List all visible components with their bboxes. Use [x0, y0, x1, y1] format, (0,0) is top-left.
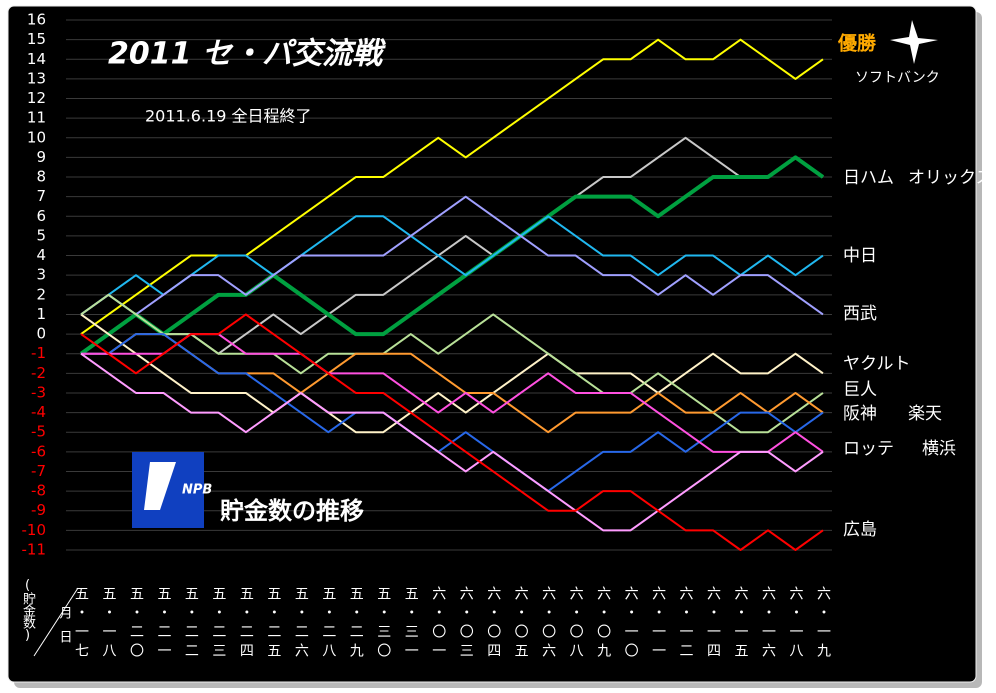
series-label: 楽天 — [908, 404, 942, 424]
x-tick-label: 五・三〇 — [375, 586, 392, 662]
series-line — [80, 352, 824, 532]
x-tick-label: 六・一二 — [677, 586, 694, 662]
x-tick-label: 六・〇六 — [540, 586, 557, 662]
series-label: 中日 — [843, 246, 877, 266]
series-label: ヤクルト — [843, 354, 911, 374]
series-label: 日ハム — [843, 168, 894, 188]
axis-slash — [33, 587, 79, 657]
y-tick-label: 5 — [36, 226, 46, 244]
x-tick-label: 六・一六 — [760, 586, 776, 662]
y-tick-label: -1 — [31, 344, 46, 362]
x-axis-label-top: 月 — [59, 607, 72, 622]
y-tick-label: 9 — [36, 148, 46, 166]
y-tick-label: 15 — [27, 30, 46, 48]
y-tick-label: -7 — [31, 462, 46, 480]
y-tick-label: 10 — [27, 128, 46, 146]
logo-mark — [144, 462, 176, 510]
y-tick-label: -8 — [31, 482, 46, 500]
series-label: 横浜 — [922, 439, 956, 459]
x-tick-label: 五・一七 — [73, 586, 89, 662]
series-line — [80, 293, 824, 434]
series-line — [80, 215, 824, 316]
series-line — [80, 195, 824, 316]
x-tick-label: 五・三一 — [402, 586, 419, 662]
y-tick-label: 7 — [36, 187, 46, 205]
x-tick-label: 五・二三 — [210, 586, 227, 662]
x-tick-label: 五・二九 — [347, 586, 364, 662]
x-tick-label: 五・二二 — [182, 586, 199, 662]
frame — [7, 5, 977, 683]
y-tick-label: -2 — [31, 364, 46, 382]
logo-text: NPB — [182, 483, 212, 498]
x-tick-label: 六・〇一 — [430, 586, 447, 662]
x-tick-label: 五・二八 — [320, 586, 337, 662]
y-tick-label: 13 — [27, 69, 46, 87]
series-line — [79, 155, 825, 356]
y-tick-label: 4 — [36, 246, 46, 264]
series-label: ソフトバンク — [855, 70, 940, 86]
y-tick-label: 11 — [27, 109, 46, 127]
x-axis-label-bottom: 日 — [59, 631, 72, 646]
star — [890, 20, 938, 64]
y-tick-label: -10 — [22, 521, 47, 539]
y-tick-label: 12 — [27, 89, 46, 107]
x-tick-label: 六・一〇 — [622, 586, 639, 662]
x-tick-label: 六・一五 — [732, 586, 749, 662]
x-tick-label: 六・一九 — [814, 586, 831, 662]
y-tick-label: 3 — [36, 266, 46, 284]
y-tick-label: -9 — [31, 501, 46, 519]
y-tick-label: 1 — [36, 305, 46, 323]
x-tick-label: 五・二六 — [292, 586, 309, 662]
y-tick-label: 14 — [27, 50, 46, 68]
y-tick-label: -3 — [31, 383, 46, 401]
subtitle: 2011.6.19 全日程終了 — [145, 107, 312, 126]
y-tick-label: -6 — [31, 442, 46, 460]
series-label: 西武 — [843, 304, 877, 324]
series-label: ロッテ — [843, 439, 894, 459]
x-tick-label: 六・〇四 — [485, 586, 502, 662]
x-tick-label: 五・二五 — [265, 586, 282, 662]
y-tick-label: 8 — [36, 168, 46, 186]
winner-label: 優勝 — [837, 32, 877, 55]
series-label: 広島 — [843, 520, 877, 540]
y-tick-label: -4 — [31, 403, 46, 421]
series-label: 巨人 — [843, 380, 877, 400]
x-tick-label: 六・一四 — [705, 586, 722, 662]
y-tick-label: 6 — [36, 207, 46, 225]
chart-title: 2011 セ・パ交流戦 — [108, 37, 386, 72]
series-line — [80, 38, 824, 335]
y-tick-label: 0 — [36, 325, 46, 343]
x-tick-label: 六・一一 — [650, 586, 667, 662]
y-tick-label: 2 — [36, 285, 46, 303]
x-tick-label: 六・〇九 — [595, 586, 612, 662]
y-axis-label: (貯金数) — [20, 578, 35, 642]
x-tick-label: 五・二四 — [237, 586, 254, 662]
x-tick-label: 五・一八 — [100, 586, 117, 662]
x-tick-label: 六・〇八 — [567, 586, 584, 662]
y-tick-label: -5 — [31, 423, 46, 441]
x-tick-label: 六・〇五 — [512, 586, 529, 662]
x-tick-label: 五・二〇 — [127, 586, 144, 662]
y-tick-label: 16 — [27, 11, 46, 29]
series-label: オリックス — [908, 168, 993, 188]
x-tick-label: 五・二一 — [155, 586, 172, 662]
x-tick-label: 六・〇三 — [457, 586, 474, 662]
y-tick-label: -11 — [22, 541, 47, 559]
caption: 貯金数の推移 — [220, 497, 364, 525]
series-line — [80, 313, 824, 551]
series-label: 阪神 — [843, 404, 877, 424]
x-tick-label: 六・一八 — [787, 586, 804, 662]
